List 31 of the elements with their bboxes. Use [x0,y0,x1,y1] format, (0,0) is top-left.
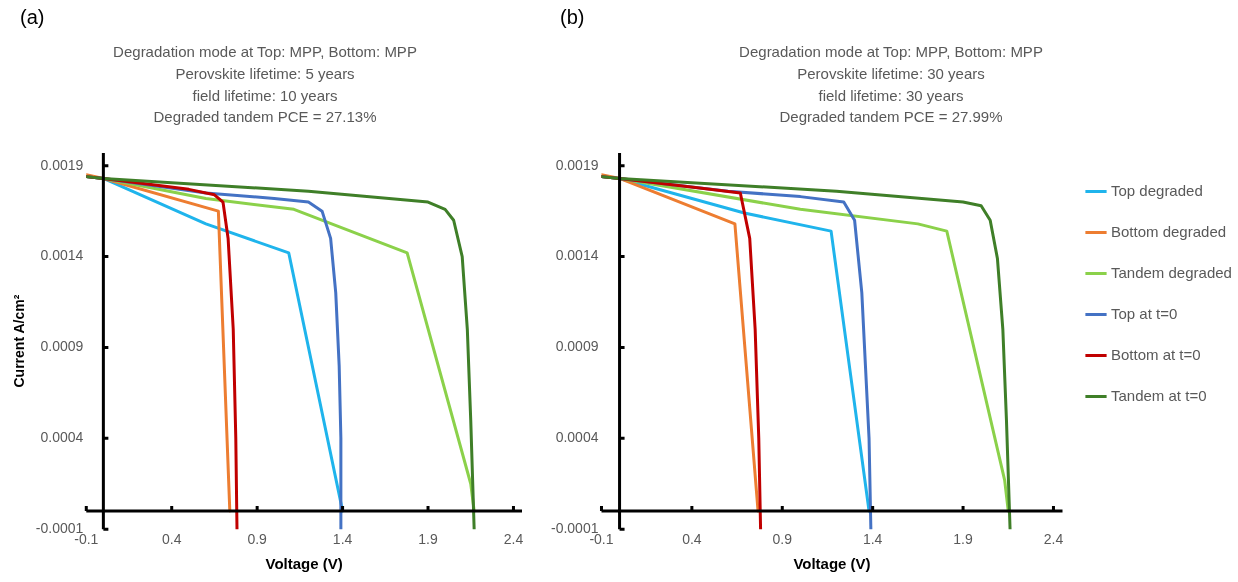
y-tick-label: 0.0014 [40,247,84,264]
legend-label: Top degraded [1111,181,1203,199]
legend-label: Bottom at t=0 [1111,345,1201,363]
x-tick-label: 0.9 [247,531,268,548]
chart-title: Degradation mode at Top: MPP, Bottom: MPP Perovskite lifetime: 5 years field lifetime: 10 years Degraded tandem PCE = 27.13% [113,43,417,126]
y-tick-label: 0.0004 [555,429,599,446]
y-tick-label: 0.0019 [40,156,84,173]
x-tick-label: 1.9 [418,531,438,548]
x-tick-label: 1.4 [862,531,883,548]
y-tick-label: 0.0004 [40,429,84,446]
x-tick-label: 1.4 [332,531,353,548]
x-tick-label: 2.4 [503,531,524,548]
legend-label: Tandem degraded [1111,263,1232,281]
y-axis-title: Current A/cm² [11,294,28,388]
y-tick-label: 0.0014 [555,247,599,264]
x-axis-title: Voltage (V) [793,555,871,573]
y-tick-label: 0.0009 [40,338,84,355]
x-tick-label: 1.9 [953,531,974,548]
x-tick-label: 0.4 [161,531,182,548]
legend-label: Tandem at t=0 [1111,386,1207,404]
chart-title: Degradation mode at Top: MPP, Bottom: MPP Perovskite lifetime: 30 years field lifetime: 30 years Degraded tandem PCE = 27.99% [739,43,1043,126]
x-tick-label: 0.9 [772,531,793,548]
y-tick-label: 0.0009 [555,338,599,355]
y-tick-label: 0.0019 [555,156,599,173]
x-axis-title: Voltage (V) [265,555,343,573]
x-tick-label: 0.4 [682,531,702,548]
text: (a) [20,5,45,28]
text: (b) [560,5,585,28]
legend-label: Bottom degraded [1111,222,1227,240]
x-tick-label: 2.4 [1043,531,1064,548]
legend-label: Top at t=0 [1111,304,1178,322]
